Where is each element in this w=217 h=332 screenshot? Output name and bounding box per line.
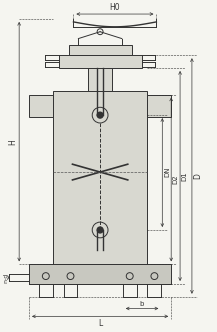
Polygon shape [29, 264, 171, 284]
Text: D2: D2 [172, 174, 178, 184]
Polygon shape [29, 95, 53, 117]
Polygon shape [59, 55, 141, 68]
Polygon shape [148, 95, 171, 117]
Text: n-d: n-d [4, 273, 9, 283]
Circle shape [97, 227, 103, 233]
Text: L: L [98, 319, 102, 328]
Polygon shape [69, 45, 132, 55]
Text: H: H [8, 139, 17, 144]
Text: H0: H0 [110, 3, 120, 12]
Text: DN: DN [164, 167, 170, 177]
Text: b: b [139, 300, 144, 306]
Polygon shape [53, 91, 148, 264]
Polygon shape [88, 68, 112, 91]
Circle shape [97, 112, 103, 118]
Text: D: D [193, 173, 202, 179]
Text: D1: D1 [181, 171, 187, 181]
